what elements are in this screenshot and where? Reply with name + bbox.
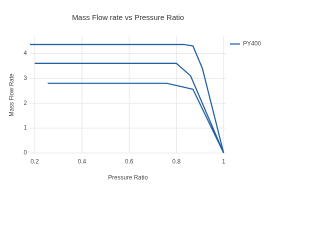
x-tick-label: 0.2 bbox=[31, 160, 40, 166]
y-tick-label: 2 bbox=[24, 101, 28, 107]
y-axis-label: Mass Flow Rate bbox=[10, 73, 16, 117]
line bbox=[30, 43, 225, 154]
x-tick-label: 0.6 bbox=[125, 160, 134, 166]
x-axis-label: Pressure Ratio bbox=[108, 176, 148, 182]
y-tick-label: 1 bbox=[24, 126, 28, 132]
y-tick-label: 4 bbox=[24, 51, 28, 57]
x-tick-label: 0.8 bbox=[172, 160, 181, 166]
legend-label: PY400 bbox=[243, 42, 262, 48]
x-tick-label: 1 bbox=[222, 160, 226, 166]
y-tick-label: 0 bbox=[24, 151, 28, 157]
x-tick-label: 0.4 bbox=[78, 160, 87, 166]
y-tick-label: 3 bbox=[24, 76, 28, 82]
chart: Mass Flow rate vs Pressure Ratio Pressur… bbox=[10, 13, 262, 182]
chart-title: Mass Flow rate vs Pressure Ratio bbox=[72, 13, 184, 22]
